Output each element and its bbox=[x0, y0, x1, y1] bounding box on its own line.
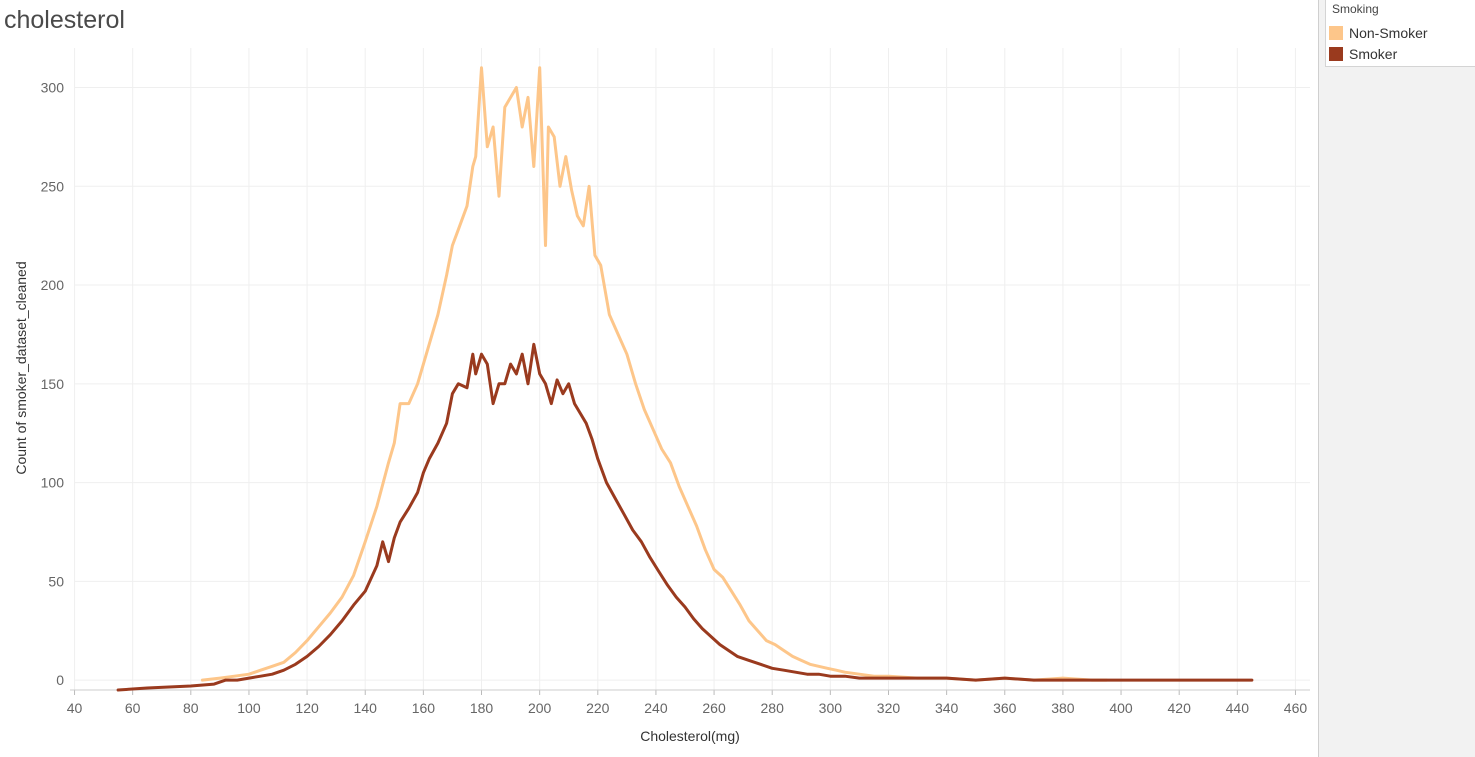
x-tick-label: 220 bbox=[586, 700, 610, 716]
series-lines bbox=[116, 66, 1254, 692]
x-tick-label: 100 bbox=[237, 700, 261, 716]
x-tick-label: 460 bbox=[1284, 700, 1308, 716]
x-tick-label: 60 bbox=[125, 700, 141, 716]
y-tick-label: 50 bbox=[48, 573, 64, 589]
legend-swatch-smoker bbox=[1329, 47, 1343, 61]
x-tick-label: 140 bbox=[354, 700, 378, 716]
y-axis-label: Count of smoker_dataset_cleaned bbox=[13, 261, 29, 474]
legend-label-smoker: Smoker bbox=[1349, 46, 1398, 62]
series-line-non-smoker[interactable] bbox=[200, 66, 1108, 682]
legend-label-non-smoker: Non-Smoker bbox=[1349, 25, 1428, 41]
y-tick-label: 250 bbox=[41, 178, 65, 194]
x-tick-label: 120 bbox=[295, 700, 319, 716]
x-tick-label: 340 bbox=[935, 700, 959, 716]
x-tick-label: 320 bbox=[877, 700, 901, 716]
page-title: cholesterol bbox=[4, 6, 125, 34]
y-tick-label: 100 bbox=[41, 475, 65, 491]
x-tick-label: 80 bbox=[183, 700, 199, 716]
x-axis-label: Cholesterol(mg) bbox=[640, 728, 740, 744]
y-tick-label: 150 bbox=[41, 376, 65, 392]
x-tick-label: 380 bbox=[1051, 700, 1075, 716]
x-tick-label: 280 bbox=[761, 700, 785, 716]
x-tick-label: 200 bbox=[528, 700, 552, 716]
y-tick-label: 0 bbox=[56, 672, 64, 688]
y-tick-label: 300 bbox=[41, 80, 65, 96]
legend-swatch-non-smoker bbox=[1329, 26, 1343, 40]
x-tick-label: 180 bbox=[470, 700, 494, 716]
legend-item-non-smoker[interactable]: Non-Smoker bbox=[1329, 24, 1469, 42]
x-tick-label: 300 bbox=[819, 700, 843, 716]
grid bbox=[70, 48, 1310, 695]
x-tick-label: 400 bbox=[1109, 700, 1133, 716]
legend-title: Smoking bbox=[1332, 2, 1379, 16]
side-panel bbox=[1318, 0, 1475, 757]
legend-item-smoker[interactable]: Smoker bbox=[1329, 45, 1469, 63]
x-tick-label: 420 bbox=[1168, 700, 1192, 716]
x-tick-label: 360 bbox=[993, 700, 1017, 716]
x-tick-label: 260 bbox=[702, 700, 726, 716]
x-tick-label: 40 bbox=[67, 700, 83, 716]
x-tick-label: 240 bbox=[644, 700, 668, 716]
x-tick-label: 160 bbox=[412, 700, 436, 716]
line-chart: 40 60 80 100 120 140 160 180 200 220 240 260 280 300 3… bbox=[13, 48, 1310, 744]
series-line-smoker[interactable] bbox=[116, 342, 1254, 692]
y-tick-label: 200 bbox=[41, 277, 65, 293]
legend: Smoking Non-Smoker Smoker bbox=[1325, 0, 1475, 67]
x-tick-labels: 40 60 80 100 120 140 160 180 200 220 240 260 280 300 3… bbox=[67, 700, 1308, 716]
y-tick-labels: 0 50 100 150 200 250 300 bbox=[41, 80, 65, 689]
x-tick-label: 440 bbox=[1226, 700, 1250, 716]
